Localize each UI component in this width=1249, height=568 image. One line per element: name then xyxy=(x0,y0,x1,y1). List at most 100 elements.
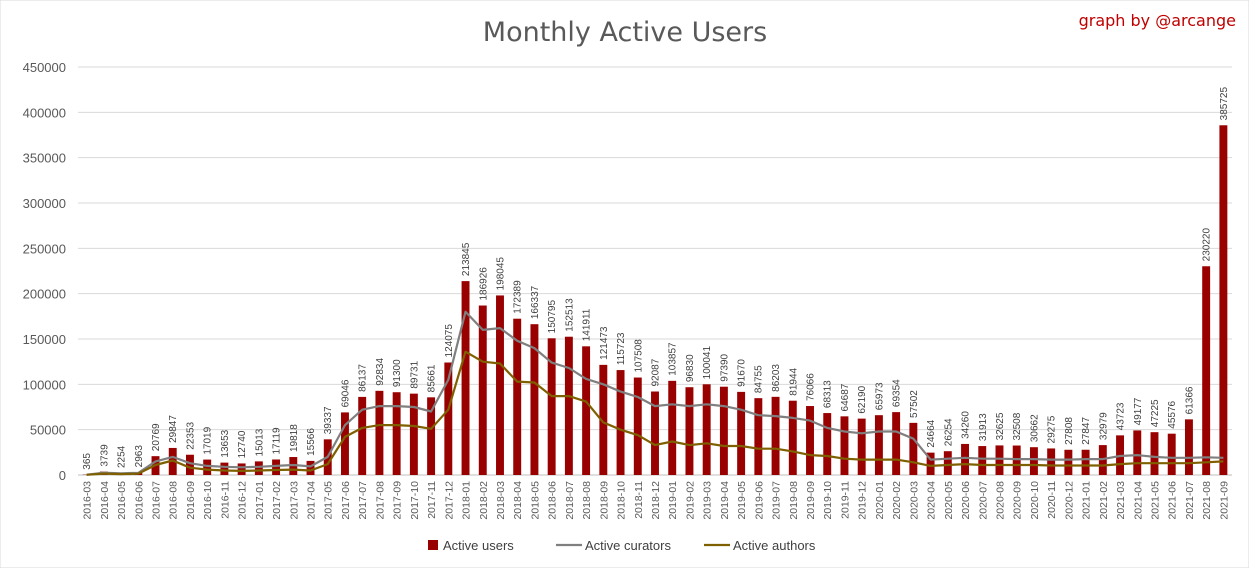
data-label: 92834 xyxy=(375,358,386,386)
bar xyxy=(702,384,711,475)
x-tick-label: 2020-11 xyxy=(1046,481,1058,519)
data-label: 47225 xyxy=(1150,399,1161,427)
data-label: 97390 xyxy=(719,353,730,381)
y-tick-label: 300000 xyxy=(23,196,66,211)
bar xyxy=(1047,448,1056,475)
legend: Active users Active curators Active auth… xyxy=(428,538,816,553)
data-label: 68313 xyxy=(823,380,834,408)
bar xyxy=(1133,430,1142,475)
bar xyxy=(1029,447,1038,475)
line-active-curators xyxy=(86,310,1224,476)
legend-swatch-active-users xyxy=(428,540,438,550)
data-labels: 365 3739 2254 2963 20769 29847 22353 17019 13653… xyxy=(82,87,1230,470)
bar xyxy=(392,392,401,475)
y-tick-label: 100000 xyxy=(23,377,66,392)
x-tick-label: 2017-06 xyxy=(340,481,352,520)
data-label: 61366 xyxy=(1184,386,1195,414)
data-label: 27847 xyxy=(1081,417,1092,445)
data-label: 172389 xyxy=(513,280,524,314)
bar xyxy=(806,406,814,475)
data-label: 86203 xyxy=(771,364,782,392)
x-tick-label: 2019-09 xyxy=(805,481,817,520)
x-tick-label: 2019-12 xyxy=(857,481,869,520)
data-label: 141911 xyxy=(582,308,593,341)
data-label: 385725 xyxy=(1219,87,1230,121)
x-tick-label: 2016-11 xyxy=(219,481,231,519)
bar xyxy=(409,393,418,475)
bar xyxy=(203,459,212,475)
x-tick-label: 2020-05 xyxy=(943,481,955,520)
x-tick-label: 2018-09 xyxy=(598,481,610,520)
data-label: 3739 xyxy=(99,444,110,467)
bar xyxy=(375,390,384,475)
x-tick-label: 2021-03 xyxy=(1115,481,1127,520)
x-tick-label: 2018-03 xyxy=(495,481,507,520)
x-tick-label: 2018-04 xyxy=(512,481,524,520)
data-label: 166337 xyxy=(530,285,541,319)
bar xyxy=(530,324,539,475)
x-tick-label: 2016-04 xyxy=(99,481,111,520)
bar xyxy=(737,391,746,475)
x-tick-label: 2018-02 xyxy=(478,481,490,520)
data-label: 96830 xyxy=(685,354,696,382)
x-tick-label: 2019-05 xyxy=(736,481,748,520)
data-label: 64687 xyxy=(840,383,851,411)
data-label: 34260 xyxy=(961,411,972,439)
bar xyxy=(341,412,349,475)
data-label: 124075 xyxy=(444,324,455,358)
bar xyxy=(633,377,642,475)
data-label: 85661 xyxy=(427,364,438,392)
x-tick-label: 2016-07 xyxy=(151,481,163,520)
bar xyxy=(719,386,728,475)
x-tick-label: 2019-03 xyxy=(702,481,714,520)
x-axis-ticks: 2016-03 2016-04 2016-05 2016-06 2016-07 2016-… xyxy=(82,481,1231,520)
data-label: 365 xyxy=(82,453,93,470)
data-label: 100041 xyxy=(702,346,713,380)
data-label: 115723 xyxy=(616,332,627,365)
bar xyxy=(788,400,797,475)
data-label: 31913 xyxy=(978,413,989,441)
bar xyxy=(1150,432,1159,475)
data-label: 91670 xyxy=(737,359,748,387)
x-tick-label: 2020-09 xyxy=(1012,481,1024,520)
data-label: 65973 xyxy=(874,382,885,410)
bar xyxy=(857,418,866,475)
bar xyxy=(909,422,918,475)
bar xyxy=(892,412,901,475)
data-label: 2963 xyxy=(134,445,145,468)
x-tick-label: 2017-05 xyxy=(323,481,335,520)
bar xyxy=(961,443,969,475)
data-label: 32625 xyxy=(995,412,1006,440)
x-tick-label: 2017-02 xyxy=(271,481,283,520)
x-tick-label: 2019-10 xyxy=(822,481,834,520)
data-label: 27808 xyxy=(1064,417,1075,445)
x-tick-label: 2018-01 xyxy=(461,481,473,520)
legend-label-active-authors: Active authors xyxy=(733,538,816,553)
data-label: 32979 xyxy=(1098,412,1109,440)
x-tick-label: 2020-02 xyxy=(891,481,903,520)
x-tick-label: 2020-01 xyxy=(874,481,886,520)
data-label: 26254 xyxy=(943,418,954,446)
bar xyxy=(496,295,504,475)
legend-label-active-users: Active users xyxy=(443,538,514,553)
x-tick-label: 2021-09 xyxy=(1218,481,1230,520)
data-label: 213845 xyxy=(461,242,472,276)
x-tick-label: 2017-10 xyxy=(409,481,421,520)
y-tick-label: 200000 xyxy=(23,287,66,302)
data-label: 30662 xyxy=(1029,414,1040,442)
data-label: 186926 xyxy=(478,267,489,301)
line-active-authors xyxy=(86,350,1224,476)
data-label: 15013 xyxy=(254,428,265,456)
data-label: 49177 xyxy=(1133,397,1144,425)
x-tick-label: 2016-03 xyxy=(82,481,94,520)
data-label: 69354 xyxy=(892,379,903,407)
bar xyxy=(685,387,694,475)
chart-credit: graph by @arcange xyxy=(1079,11,1236,30)
data-label: 19818 xyxy=(289,424,300,452)
data-label: 230220 xyxy=(1202,228,1213,262)
bar xyxy=(272,459,281,475)
bar xyxy=(427,397,436,475)
bar xyxy=(616,370,625,475)
